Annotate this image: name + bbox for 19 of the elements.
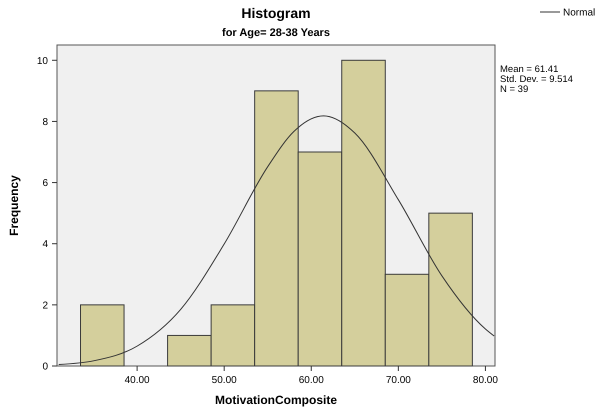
text: N = 39 xyxy=(500,84,528,95)
y-axis-title: Frequency xyxy=(7,174,21,236)
y-tick-label: 6 xyxy=(42,178,48,190)
text: Mean = 61.41 xyxy=(500,64,558,75)
legend-label: Normal xyxy=(563,8,596,18)
text: Std. Dev. = 9.514 xyxy=(500,74,573,85)
x-tick-label: 50.00 xyxy=(212,375,238,386)
x-tick-label: 80.00 xyxy=(472,375,498,386)
x-tick-label: 70.00 xyxy=(386,375,412,386)
y-tick-label: 4 xyxy=(42,239,48,250)
x-tick-label: 40.00 xyxy=(124,375,150,386)
chart-title: Histogram xyxy=(241,5,311,21)
y-tick-label: 0 xyxy=(42,362,48,372)
x-tick-label: 60.00 xyxy=(298,375,324,386)
chart-subtitle: for Age= 28-38 Years xyxy=(222,27,330,39)
y-tick-label: 8 xyxy=(42,116,48,128)
x-axis-title: MotivationComposite xyxy=(215,393,338,407)
y-tick-label: 10 xyxy=(36,56,48,67)
y-tick-label: 2 xyxy=(42,300,48,312)
